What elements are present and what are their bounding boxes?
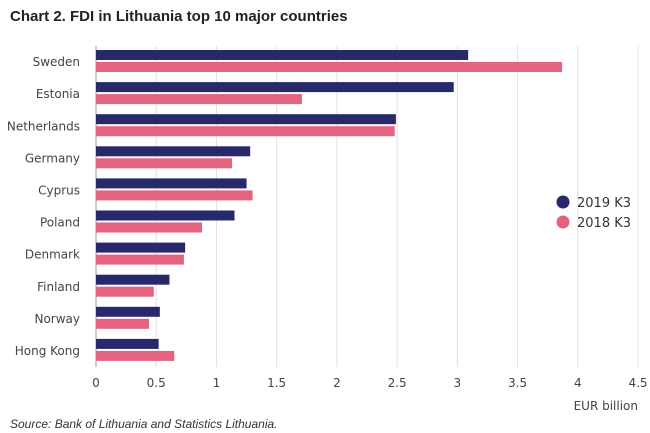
bars bbox=[96, 50, 563, 361]
legend-marker bbox=[556, 215, 570, 229]
x-tick-label: 3.5 bbox=[508, 376, 527, 390]
x-tick-label: 0 bbox=[92, 376, 100, 390]
category-label: Cyprus bbox=[38, 183, 80, 197]
category-label: Finland bbox=[37, 280, 80, 294]
legend-label: 2019 K3 bbox=[577, 196, 631, 211]
x-axis-label: EUR billion bbox=[574, 399, 638, 413]
chart-title: Chart 2. FDI in Lithuania top 10 major c… bbox=[10, 8, 348, 25]
bar bbox=[96, 222, 202, 233]
bar bbox=[96, 158, 233, 169]
legend-label: 2018 K3 bbox=[577, 216, 631, 231]
category-label: Netherlands bbox=[7, 119, 80, 133]
bar bbox=[96, 318, 149, 329]
bar bbox=[96, 190, 253, 201]
legend-marker bbox=[556, 195, 570, 209]
x-tick-label: 4.5 bbox=[628, 376, 647, 390]
bar bbox=[96, 338, 159, 349]
category-label: Norway bbox=[34, 312, 80, 326]
x-tick-label: 2 bbox=[333, 376, 341, 390]
bar bbox=[96, 210, 235, 221]
x-tick-label: 2.5 bbox=[388, 376, 407, 390]
bar bbox=[96, 94, 302, 105]
source-note: Source: Bank of Lithuania and Statistics… bbox=[10, 417, 278, 431]
bar bbox=[96, 62, 563, 72]
bar bbox=[96, 274, 170, 285]
bar bbox=[96, 178, 247, 189]
x-tick-label: 1.5 bbox=[267, 376, 286, 390]
x-tick-label: 1 bbox=[213, 376, 221, 390]
x-tick-label: 0.5 bbox=[147, 376, 166, 390]
bar bbox=[96, 82, 454, 93]
x-tick-label: 3 bbox=[454, 376, 462, 390]
bar bbox=[96, 254, 184, 265]
legend: 2019 K3 2018 K3 bbox=[556, 195, 631, 231]
category-label: Poland bbox=[40, 216, 80, 230]
category-labels: Sweden Estonia Netherlands Germany Cyprus Pol… bbox=[7, 55, 80, 358]
category-label: Estonia bbox=[36, 87, 80, 101]
gridlines bbox=[95, 46, 639, 367]
bar bbox=[96, 114, 396, 125]
bar bbox=[96, 350, 175, 361]
bar bbox=[96, 286, 154, 297]
bar bbox=[96, 146, 251, 157]
category-label: Germany bbox=[25, 151, 80, 165]
category-label: Sweden bbox=[33, 55, 80, 69]
bar bbox=[96, 242, 186, 253]
x-tick-labels: 0 0.5 1 1.5 2 2.5 3 3.5 4 4.5 bbox=[92, 376, 647, 390]
bar bbox=[96, 50, 469, 60]
category-label: Denmark bbox=[25, 248, 80, 262]
bar bbox=[96, 306, 160, 317]
x-tick-label: 4 bbox=[574, 376, 582, 390]
category-label: Hong Kong bbox=[15, 344, 80, 358]
bar bbox=[96, 126, 395, 137]
